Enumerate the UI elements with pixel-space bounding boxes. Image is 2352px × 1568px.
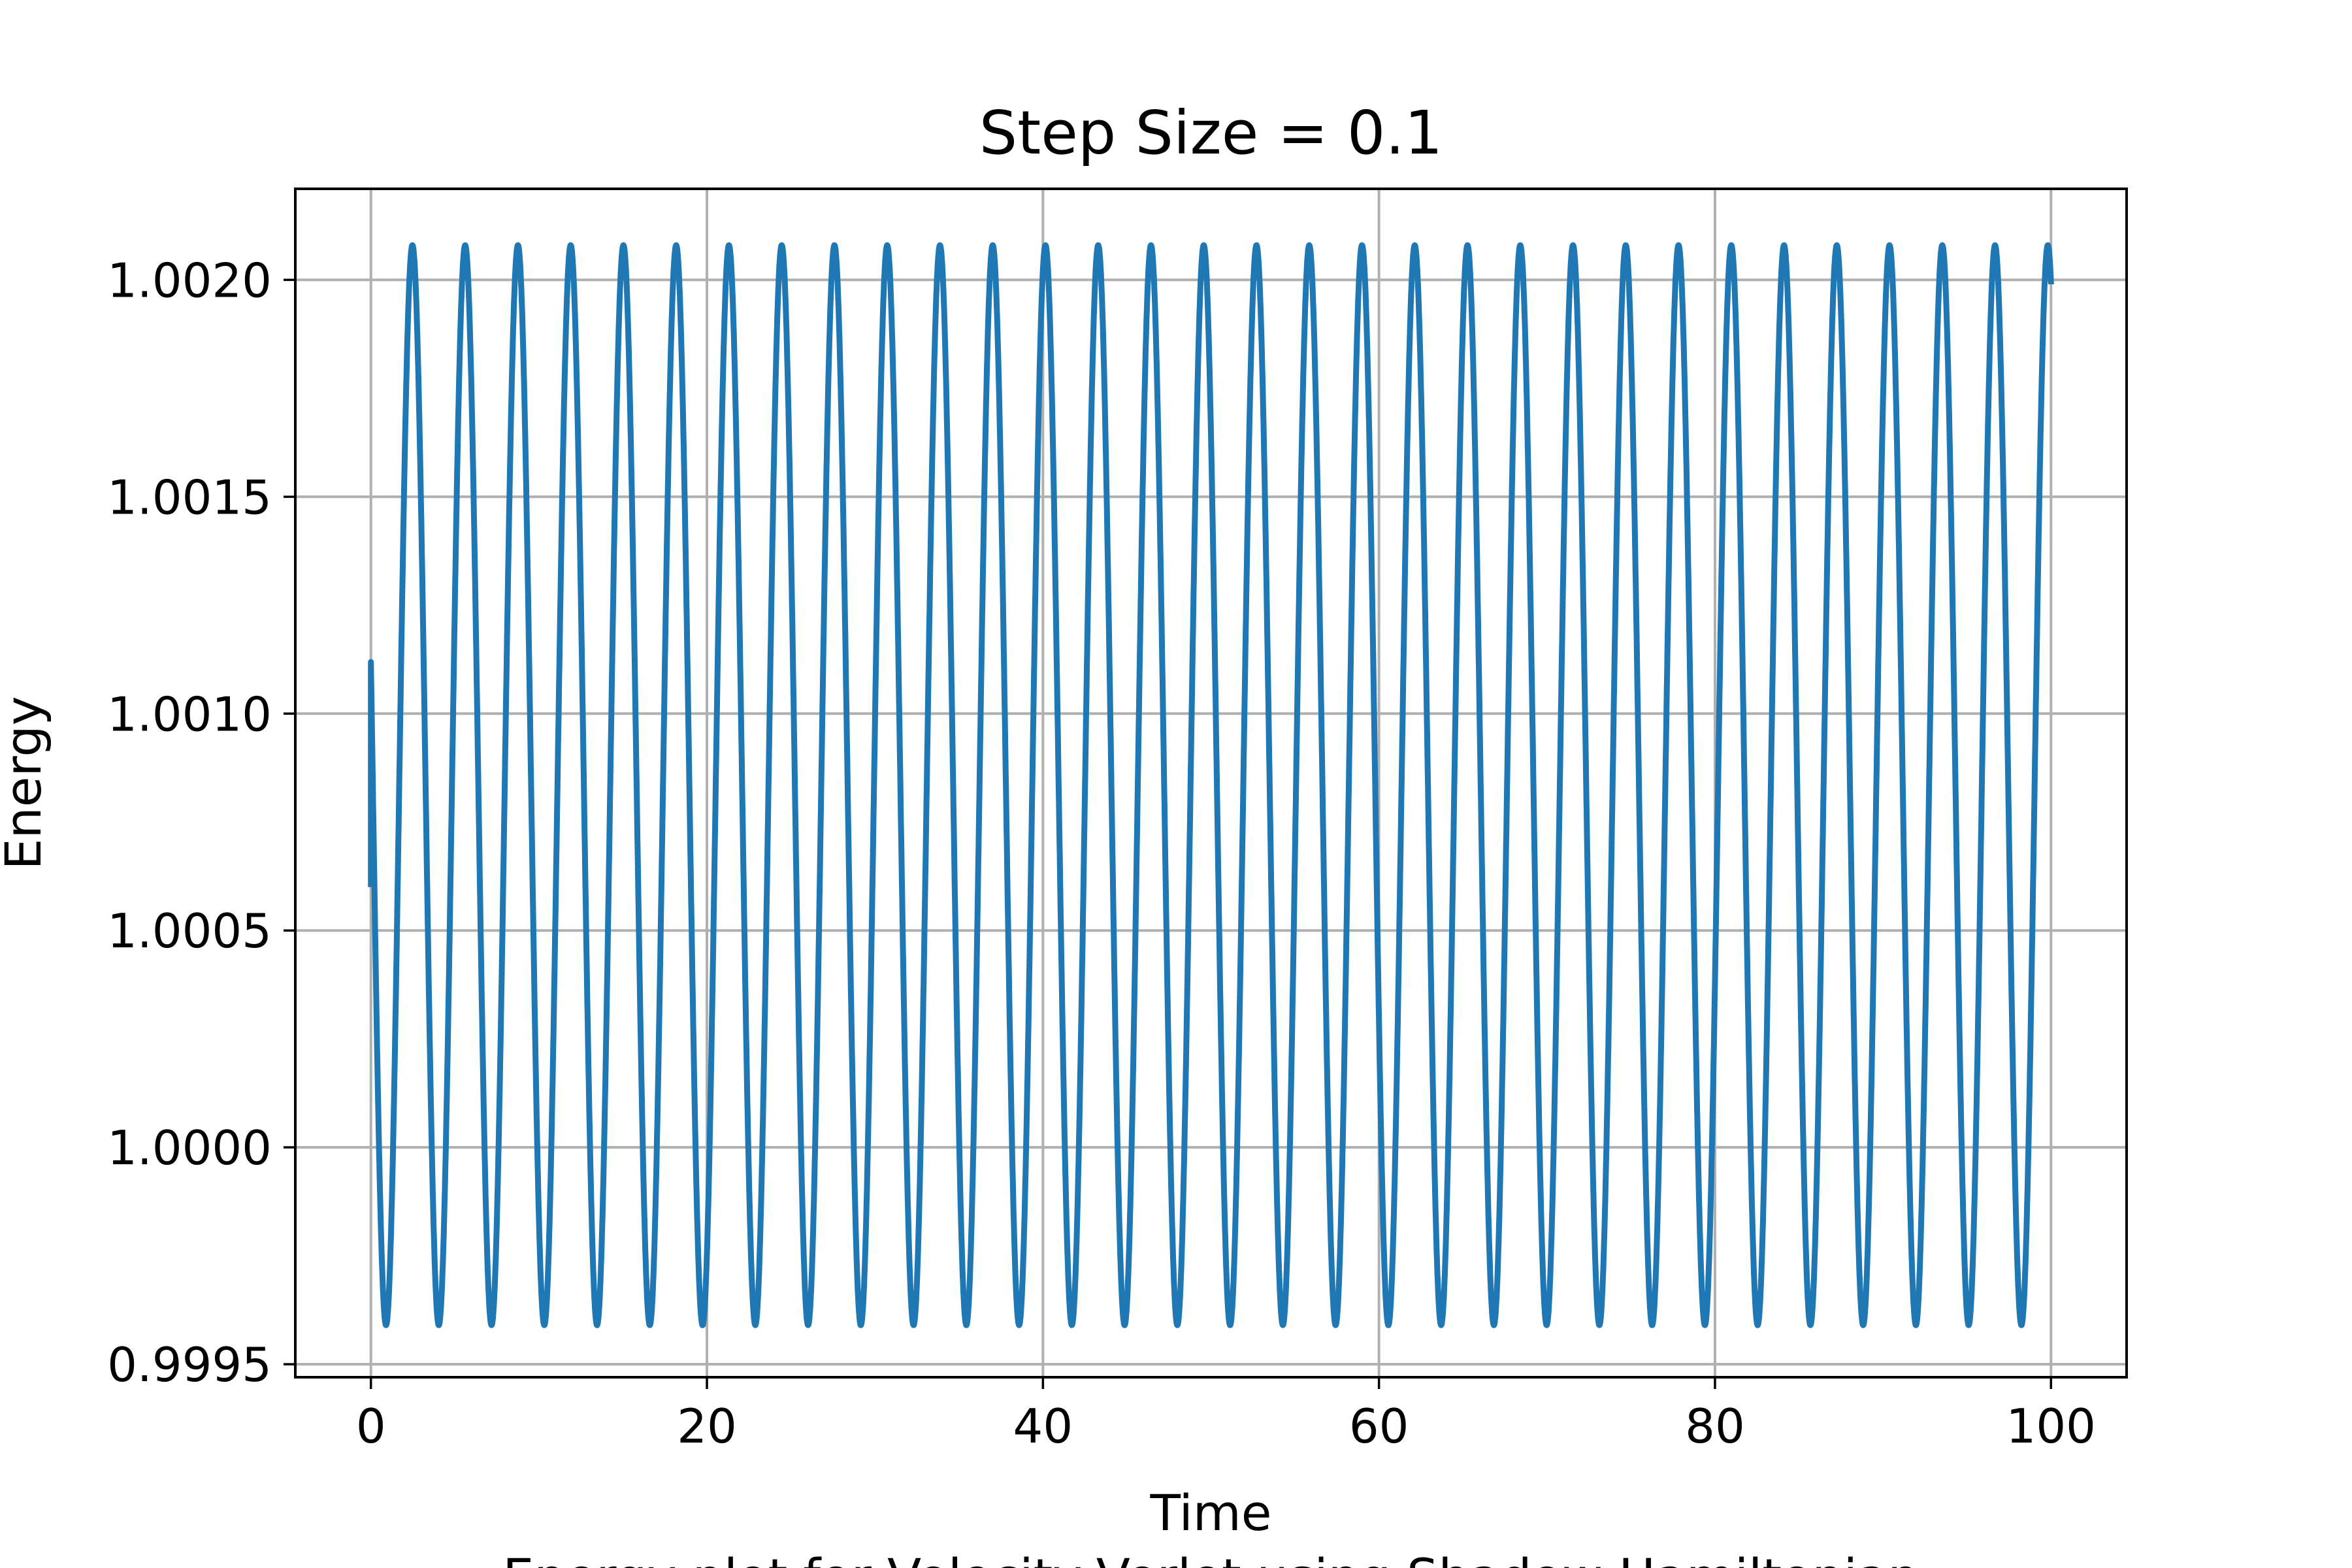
x-axis-title: Time xyxy=(1150,1484,1272,1542)
series-layer xyxy=(368,242,2054,1328)
y-tick-label-0.9995: 0.9995 xyxy=(107,1337,272,1392)
y-tick-label-1.0005: 1.0005 xyxy=(107,904,272,958)
chart-title: Step Size = 0.1 xyxy=(979,98,1443,168)
energy-series-line-0 xyxy=(368,242,2054,1328)
x-tick-label-40: 40 xyxy=(1013,1399,1073,1454)
y-tick-label-1.0010: 1.0010 xyxy=(107,687,272,742)
x-tick-label-20: 20 xyxy=(677,1399,737,1454)
tick-layer: 0 20 40 60 80 100 0.9995 1.0000 1.0005 1.0010 1.00… xyxy=(107,253,2096,1454)
y-tick-label-1.0020: 1.0020 xyxy=(107,253,272,308)
y-tick-label-1.0000: 1.0000 xyxy=(107,1120,272,1175)
chart-caption: Energy plot for Velocity-Verlet using Sh… xyxy=(502,1548,1919,1568)
x-tick-label-60: 60 xyxy=(1349,1399,1409,1454)
y-axis-title: Energy xyxy=(0,696,52,870)
y-tick-label-1.0015: 1.0015 xyxy=(107,470,272,525)
x-tick-label-80: 80 xyxy=(1685,1399,1745,1454)
plot-frame xyxy=(294,188,2128,1379)
grid-layer xyxy=(295,189,2127,1377)
x-tick-label-100: 100 xyxy=(2006,1399,2096,1454)
x-tick-label-0: 0 xyxy=(356,1399,386,1454)
